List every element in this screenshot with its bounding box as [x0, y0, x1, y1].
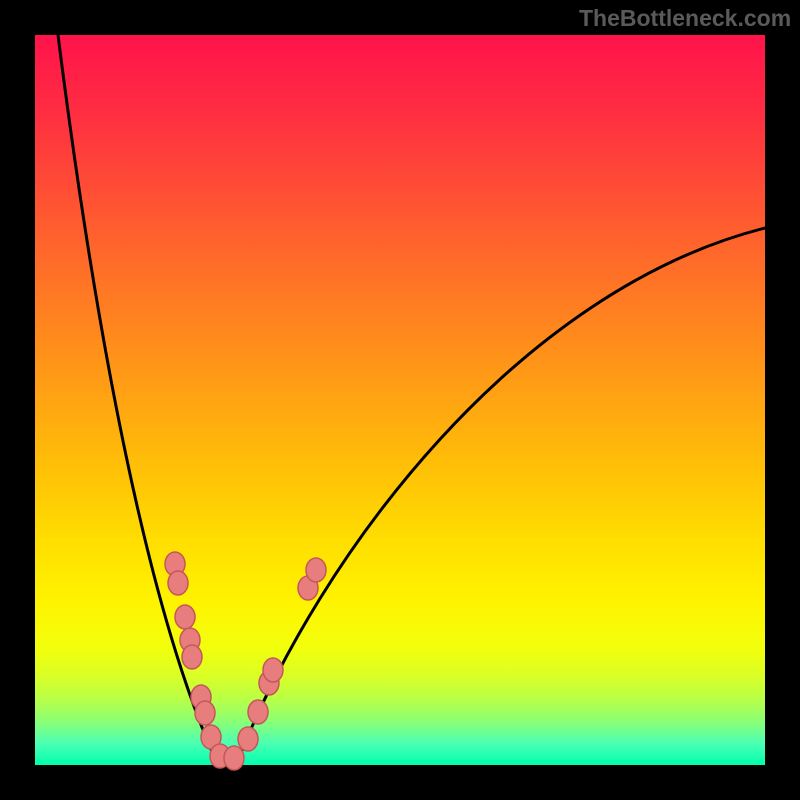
watermark-label: TheBottleneck.com	[579, 5, 791, 32]
data-marker	[263, 658, 283, 682]
data-marker	[238, 727, 258, 751]
plot-background	[35, 35, 765, 765]
data-marker	[182, 645, 202, 669]
data-marker	[168, 571, 188, 595]
data-marker	[224, 746, 244, 770]
chart-canvas: TheBottleneck.com	[0, 0, 800, 800]
data-marker	[175, 605, 195, 629]
data-marker	[195, 701, 215, 725]
data-marker	[306, 558, 326, 582]
data-marker	[248, 700, 268, 724]
chart-svg	[0, 0, 800, 800]
